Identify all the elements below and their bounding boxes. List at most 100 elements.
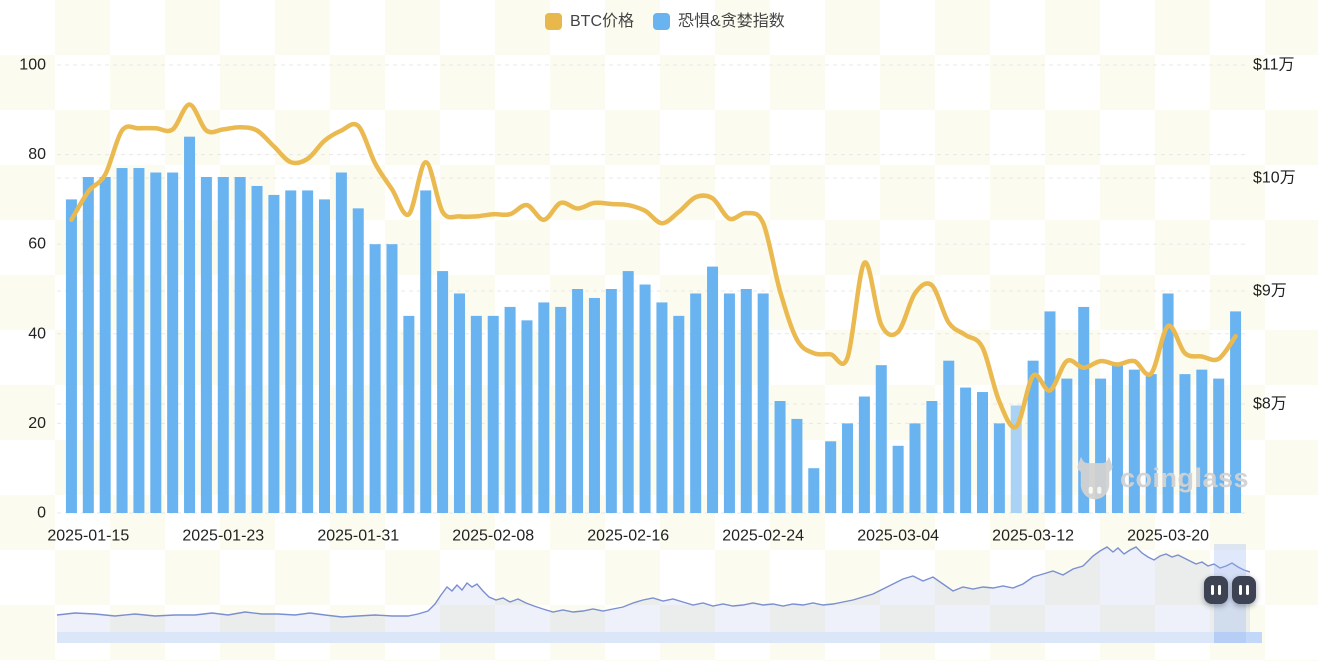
fear-greed-bar[interactable] (673, 315, 685, 513)
pause-bar-icon (1246, 585, 1249, 595)
fear-greed-bar[interactable] (1230, 311, 1242, 513)
fear-greed-bar[interactable] (99, 177, 111, 513)
fear-greed-bar[interactable] (976, 392, 988, 513)
left-axis-tick-label: 20 (28, 415, 46, 432)
datazoom-handle-right[interactable] (1232, 576, 1256, 604)
fear-greed-bar[interactable] (1061, 378, 1073, 513)
fear-greed-bar[interactable] (757, 293, 769, 513)
fear-greed-bar[interactable] (65, 199, 77, 513)
fear-greed-bar[interactable] (285, 190, 297, 513)
pause-bar-icon (1218, 585, 1221, 595)
datazoom-handle-left[interactable] (1204, 576, 1228, 604)
fear-greed-bar[interactable] (875, 365, 887, 513)
fear-greed-bar[interactable] (943, 360, 955, 513)
fear-greed-bar[interactable] (690, 293, 702, 513)
fear-greed-bar[interactable] (453, 293, 465, 513)
fear-greed-bar[interactable] (1078, 306, 1090, 513)
fear-greed-bar[interactable] (1010, 405, 1022, 513)
fear-greed-bar[interactable] (960, 387, 972, 513)
fear-greed-bar[interactable] (825, 441, 837, 513)
fear-greed-bar[interactable] (470, 315, 482, 513)
fear-greed-bar[interactable] (858, 396, 870, 513)
fear-greed-bar[interactable] (302, 190, 314, 513)
fear-greed-bar[interactable] (369, 244, 381, 513)
navigator-area-fill (57, 547, 1250, 632)
pause-bar-icon (1211, 585, 1214, 595)
fear-greed-bar[interactable] (740, 289, 752, 513)
legend-item-btc-price[interactable]: BTC价格 (545, 13, 634, 30)
fear-greed-bar[interactable] (504, 306, 516, 513)
fear-greed-bar[interactable] (1213, 378, 1225, 513)
legend-label-fear-greed: 恐惧&贪婪指数 (678, 13, 785, 30)
fear-greed-bar[interactable] (116, 168, 128, 514)
pause-bar-icon (1239, 585, 1242, 595)
fear-greed-bar[interactable] (1095, 378, 1107, 513)
fear-greed-bar[interactable] (723, 293, 735, 513)
navigator-line[interactable] (56, 546, 1251, 618)
fear-greed-bar[interactable] (234, 177, 246, 513)
x-axis-date-label: 2025-03-20 (1127, 528, 1209, 545)
left-axis-tick-label: 80 (28, 146, 46, 163)
fear-greed-bar[interactable] (1128, 369, 1140, 513)
fear-greed-bar[interactable] (555, 306, 567, 513)
fear-greed-bar[interactable] (521, 320, 533, 513)
fear-greed-bar[interactable] (1179, 374, 1191, 513)
datazoom-rail[interactable] (57, 632, 1262, 643)
left-axis-tick-label: 40 (28, 325, 46, 342)
right-axis-tick-label: $9万 (1253, 283, 1287, 300)
fear-greed-bar[interactable] (200, 177, 212, 513)
fear-greed-bar[interactable] (251, 185, 263, 513)
fear-greed-bar[interactable] (184, 136, 196, 513)
btc-price-line[interactable] (69, 102, 1238, 430)
fear-greed-bar[interactable] (572, 289, 584, 513)
fear-greed-bar[interactable] (487, 315, 499, 513)
fear-greed-bar[interactable] (605, 289, 617, 513)
x-axis-date-label: 2025-01-23 (182, 528, 264, 545)
fear-greed-bar[interactable] (82, 177, 94, 513)
right-axis-tick-label: $11万 (1253, 57, 1295, 74)
fear-greed-bar[interactable] (538, 302, 550, 513)
fear-greed-bar[interactable] (1111, 365, 1123, 513)
fear-greed-bar[interactable] (707, 266, 719, 513)
fear-greed-bar[interactable] (656, 302, 668, 513)
fear-greed-bar[interactable] (386, 244, 398, 513)
fear-greed-bar[interactable] (774, 401, 786, 513)
legend-label-btc-price: BTC价格 (570, 13, 635, 30)
fear-greed-bar[interactable] (926, 401, 938, 513)
fear-greed-bar[interactable] (420, 190, 432, 513)
fear-greed-bar[interactable] (133, 168, 145, 514)
x-axis-date-label: 2025-02-16 (587, 528, 669, 545)
fear-greed-bar[interactable] (842, 423, 854, 513)
fear-greed-bar[interactable] (622, 271, 634, 513)
fear-greed-bar[interactable] (639, 284, 651, 513)
fear-greed-bar[interactable] (892, 445, 904, 513)
fear-greed-bar[interactable] (319, 199, 331, 513)
fear-greed-bar[interactable] (167, 172, 179, 513)
right-axis-tick-label: $10万 (1253, 170, 1296, 187)
fear-greed-bar[interactable] (150, 172, 162, 513)
fear-greed-bar[interactable] (352, 208, 364, 514)
right-axis-tick-label: $8万 (1253, 396, 1287, 413)
fear-greed-bar[interactable] (217, 177, 229, 513)
fear-greed-bar[interactable] (1162, 293, 1174, 513)
fear-greed-bar[interactable] (909, 423, 921, 513)
fear-greed-bar[interactable] (791, 418, 803, 513)
fear-greed-bar[interactable] (1145, 374, 1157, 513)
fear-greed-bar[interactable] (437, 271, 449, 513)
btc-price-legend-swatch-icon (545, 13, 562, 30)
fear-greed-bar[interactable] (808, 468, 820, 513)
datazoom-rail-selected[interactable] (1214, 632, 1262, 643)
fear-greed-bar[interactable] (1027, 360, 1039, 513)
fear-greed-bar[interactable] (588, 297, 600, 513)
fear-greed-bar[interactable] (1044, 311, 1056, 513)
fear-greed-bar[interactable] (268, 194, 280, 514)
fear-greed-bar[interactable] (335, 172, 347, 513)
fear-greed-bar[interactable] (403, 315, 415, 513)
legend-item-fear-greed[interactable]: 恐惧&贪婪指数 (653, 13, 785, 30)
fear-greed-bar[interactable] (1196, 369, 1208, 513)
left-axis-tick-label: 100 (19, 57, 46, 74)
left-axis-tick-label: 60 (28, 236, 46, 253)
fear-greed-bar[interactable] (993, 423, 1005, 513)
